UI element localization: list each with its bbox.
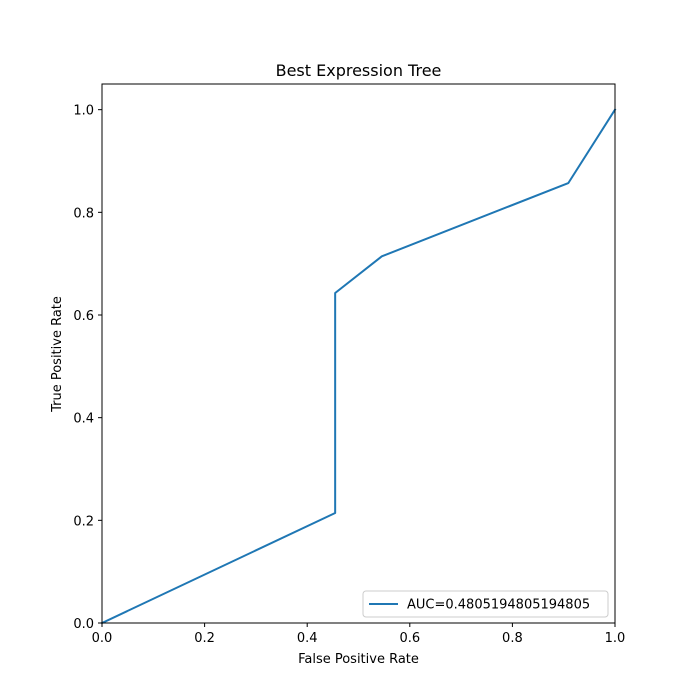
- plot-frame: [101, 83, 616, 624]
- y-tick-label-3: 0.6: [73, 309, 94, 324]
- x-tick-label-4: 0.8: [502, 631, 523, 646]
- x-tick-label-5: 1.0: [605, 631, 626, 646]
- y-tick-label-5: 1.0: [73, 104, 94, 119]
- y-tick-label-0: 0.0: [73, 617, 94, 632]
- plot-area: 0.0 0.2 0.4 0.6 0.8 1.0 0.0 0.2 0.4 0.6 0.8 1.0: [73, 83, 626, 646]
- x-tick-label-2: 0.4: [297, 631, 318, 646]
- y-tick-label-4: 0.8: [73, 206, 94, 221]
- x-tick-label-3: 0.6: [399, 631, 420, 646]
- x-tick-label-0: 0.0: [92, 631, 113, 646]
- y-tick-label-2: 0.4: [73, 412, 94, 427]
- legend: AUC=0.4805194805194805: [362, 590, 609, 618]
- x-axis-label: False Positive Rate: [298, 652, 419, 667]
- x-tick-label-1: 0.2: [194, 631, 215, 646]
- legend-box: [362, 590, 609, 618]
- legend-entry: AUC=0.4805194805194805: [407, 598, 590, 613]
- y-tick-label-1: 0.2: [73, 514, 94, 529]
- chart-title: Best Expression Tree: [276, 61, 442, 80]
- series-line-0: [100, 108, 617, 625]
- y-axis-label: True Positive Rate: [50, 296, 65, 413]
